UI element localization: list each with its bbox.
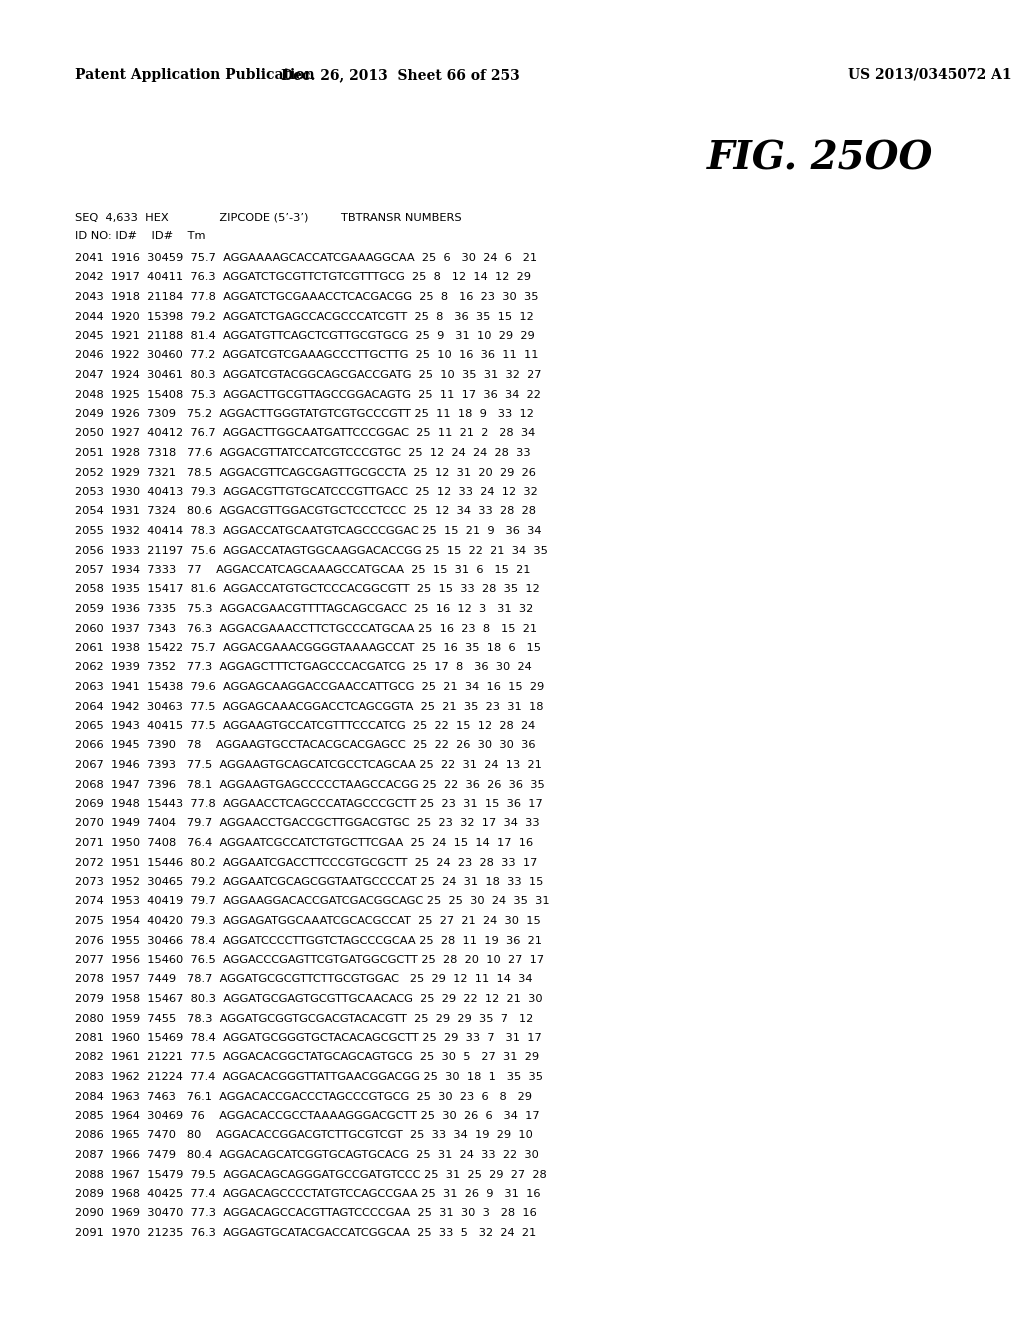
Text: 2070  1949  7404   79.7  AGGAACCTGACCGCTTGGACGTGC  25  23  32  17  34  33: 2070 1949 7404 79.7 AGGAACCTGACCGCTTGGAC… (75, 818, 540, 829)
Text: Dec. 26, 2013  Sheet 66 of 253: Dec. 26, 2013 Sheet 66 of 253 (281, 69, 519, 82)
Text: 2078  1957  7449   78.7  AGGATGCGCGTTCTTGCGTGGAC   25  29  12  11  14  34: 2078 1957 7449 78.7 AGGATGCGCGTTCTTGCGTG… (75, 974, 532, 985)
Text: 2082  1961  21221  77.5  AGGACACGGCTATGCAGCAGTGCG  25  30  5   27  31  29: 2082 1961 21221 77.5 AGGACACGGCTATGCAGCA… (75, 1052, 539, 1063)
Text: 2083  1962  21224  77.4  AGGACACGGGTTATTGAACGGACGG 25  30  18  1   35  35: 2083 1962 21224 77.4 AGGACACGGGTTATTGAAC… (75, 1072, 543, 1082)
Text: 2043  1918  21184  77.8  AGGATCTGCGAAACCTCACGACGG  25  8   16  23  30  35: 2043 1918 21184 77.8 AGGATCTGCGAAACCTCAC… (75, 292, 539, 302)
Text: 2060  1937  7343   76.3  AGGACGAAACCTTCTGCCCATGCAA 25  16  23  8   15  21: 2060 1937 7343 76.3 AGGACGAAACCTTCTGCCCA… (75, 623, 538, 634)
Text: Patent Application Publication: Patent Application Publication (75, 69, 314, 82)
Text: 2084  1963  7463   76.1  AGGACACCGACCCTAGCCCGTGCG  25  30  23  6   8   29: 2084 1963 7463 76.1 AGGACACCGACCCTAGCCCG… (75, 1092, 532, 1101)
Text: 2050  1927  40412  76.7  AGGACTTGGCAATGATTCCCGGAC  25  11  21  2   28  34: 2050 1927 40412 76.7 AGGACTTGGCAATGATTCC… (75, 429, 536, 438)
Text: 2059  1936  7335   75.3  AGGACGAACGTTTTAGCAGCGACC  25  16  12  3   31  32: 2059 1936 7335 75.3 AGGACGAACGTTTTAGCAGC… (75, 605, 534, 614)
Text: 2068  1947  7396   78.1  AGGAAGTGAGCCCCCTAAGCCACGG 25  22  36  26  36  35: 2068 1947 7396 78.1 AGGAAGTGAGCCCCCTAAGC… (75, 780, 545, 789)
Text: 2047  1924  30461  80.3  AGGATCGTACGGCAGCGACCGATG  25  10  35  31  32  27: 2047 1924 30461 80.3 AGGATCGTACGGCAGCGAC… (75, 370, 542, 380)
Text: 2073  1952  30465  79.2  AGGAATCGCAGCGGTAATGCCCCAT 25  24  31  18  33  15: 2073 1952 30465 79.2 AGGAATCGCAGCGGTAATG… (75, 876, 544, 887)
Text: 2042  1917  40411  76.3  AGGATCTGCGTTCTGTCGTTTGCG  25  8   12  14  12  29: 2042 1917 40411 76.3 AGGATCTGCGTTCTGTCGT… (75, 272, 531, 282)
Text: 2055  1932  40414  78.3  AGGACCATGCAATGTCAGCCCGGAC 25  15  21  9   36  34: 2055 1932 40414 78.3 AGGACCATGCAATGTCAGC… (75, 525, 542, 536)
Text: 2087  1966  7479   80.4  AGGACAGCATCGGTGCAGTGCACG  25  31  24  33  22  30: 2087 1966 7479 80.4 AGGACAGCATCGGTGCAGTG… (75, 1150, 539, 1160)
Text: 2051  1928  7318   77.6  AGGACGTTATCCATCGTCCCGTGC  25  12  24  24  28  33: 2051 1928 7318 77.6 AGGACGTTATCCATCGTCCC… (75, 447, 530, 458)
Text: 2081  1960  15469  78.4  AGGATGCGGGTGCTACACAGCGCTT 25  29  33  7   31  17: 2081 1960 15469 78.4 AGGATGCGGGTGCTACACA… (75, 1034, 542, 1043)
Text: 2071  1950  7408   76.4  AGGAATCGCCATCTGTGCTTCGAA  25  24  15  14  17  16: 2071 1950 7408 76.4 AGGAATCGCCATCTGTGCTT… (75, 838, 534, 847)
Text: 2090  1969  30470  77.3  AGGACAGCCACGTTAGTCCCCGAA  25  31  30  3   28  16: 2090 1969 30470 77.3 AGGACAGCCACGTTAGTCC… (75, 1209, 537, 1218)
Text: SEQ  4,633  HEX              ZIPCODE (5’-3’)         TBTRANSR NUMBERS: SEQ 4,633 HEX ZIPCODE (5’-3’) TBTRANSR N… (75, 213, 462, 223)
Text: 2085  1964  30469  76    AGGACACCGCCTAAAAGGGACGCTT 25  30  26  6   34  17: 2085 1964 30469 76 AGGACACCGCCTAAAAGGGAC… (75, 1111, 540, 1121)
Text: 2046  1922  30460  77.2  AGGATCGTCGAAAGCCCTTGCTTG  25  10  16  36  11  11: 2046 1922 30460 77.2 AGGATCGTCGAAAGCCCTT… (75, 351, 539, 360)
Text: US 2013/0345072 A1: US 2013/0345072 A1 (848, 69, 1012, 82)
Text: 2076  1955  30466  78.4  AGGATCCCCTTGGTCTAGCCCGCAA 25  28  11  19  36  21: 2076 1955 30466 78.4 AGGATCCCCTTGGTCTAGC… (75, 936, 542, 945)
Text: 2091  1970  21235  76.3  AGGAGTGCATACGACCATCGGCAA  25  33  5   32  24  21: 2091 1970 21235 76.3 AGGAGTGCATACGACCATC… (75, 1228, 537, 1238)
Text: 2086  1965  7470   80    AGGACACCGGACGTCTTGCGTCGT  25  33  34  19  29  10: 2086 1965 7470 80 AGGACACCGGACGTCTTGCGTC… (75, 1130, 532, 1140)
Text: 2064  1942  30463  77.5  AGGAGCAAACGGACCTCAGCGGTA  25  21  35  23  31  18: 2064 1942 30463 77.5 AGGAGCAAACGGACCTCAG… (75, 701, 544, 711)
Text: 2062  1939  7352   77.3  AGGAGCTTTCTGAGCCCACGATCG  25  17  8   36  30  24: 2062 1939 7352 77.3 AGGAGCTTTCTGAGCCCACG… (75, 663, 531, 672)
Text: 2044  1920  15398  79.2  AGGATCTGAGCCACGCCCATCGTT  25  8   36  35  15  12: 2044 1920 15398 79.2 AGGATCTGAGCCACGCCCA… (75, 312, 534, 322)
Text: 2061  1938  15422  75.7  AGGACGAAACGGGGTAAAAGCCAT  25  16  35  18  6   15: 2061 1938 15422 75.7 AGGACGAAACGGGGTAAAA… (75, 643, 541, 653)
Text: 2054  1931  7324   80.6  AGGACGTTGGACGTGCTCCCTCCC  25  12  34  33  28  28: 2054 1931 7324 80.6 AGGACGTTGGACGTGCTCCC… (75, 507, 536, 516)
Text: 2077  1956  15460  76.5  AGGACCCGAGTTCGTGATGGCGCTT 25  28  20  10  27  17: 2077 1956 15460 76.5 AGGACCCGAGTTCGTGATG… (75, 954, 544, 965)
Text: 2049  1926  7309   75.2  AGGACTTGGGTATGTCGTGCCCGTT 25  11  18  9   33  12: 2049 1926 7309 75.2 AGGACTTGGGTATGTCGTGC… (75, 409, 534, 418)
Text: ID NO: ID#    ID#    Tm: ID NO: ID# ID# Tm (75, 231, 206, 242)
Text: 2088  1967  15479  79.5  AGGACAGCAGGGATGCCGATGTCCC 25  31  25  29  27  28: 2088 1967 15479 79.5 AGGACAGCAGGGATGCCGA… (75, 1170, 547, 1180)
Text: 2057  1934  7333   77    AGGACCATCAGCAAAGCCATGCAA  25  15  31  6   15  21: 2057 1934 7333 77 AGGACCATCAGCAAAGCCATGC… (75, 565, 530, 576)
Text: 2045  1921  21188  81.4  AGGATGTTCAGCTCGTTGCGTGCG  25  9   31  10  29  29: 2045 1921 21188 81.4 AGGATGTTCAGCTCGTTGC… (75, 331, 535, 341)
Text: 2063  1941  15438  79.6  AGGAGCAAGGACCGAACCATTGCG  25  21  34  16  15  29: 2063 1941 15438 79.6 AGGAGCAAGGACCGAACCA… (75, 682, 544, 692)
Text: 2079  1958  15467  80.3  AGGATGCGAGTGCGTTGCAACACG  25  29  22  12  21  30: 2079 1958 15467 80.3 AGGATGCGAGTGCGTTGCA… (75, 994, 543, 1005)
Text: 2080  1959  7455   78.3  AGGATGCGGTGCGACGTACACGTT  25  29  29  35  7   12: 2080 1959 7455 78.3 AGGATGCGGTGCGACGTACA… (75, 1014, 534, 1023)
Text: 2056  1933  21197  75.6  AGGACCATAGTGGCAAGGACACCGG 25  15  22  21  34  35: 2056 1933 21197 75.6 AGGACCATAGTGGCAAGGA… (75, 545, 548, 556)
Text: 2074  1953  40419  79.7  AGGAAGGACACCGATCGACGGCAGC 25  25  30  24  35  31: 2074 1953 40419 79.7 AGGAAGGACACCGATCGAC… (75, 896, 550, 907)
Text: 2089  1968  40425  77.4  AGGACAGCCCCTATGTCCAGCCGAA 25  31  26  9   31  16: 2089 1968 40425 77.4 AGGACAGCCCCTATGTCCA… (75, 1189, 541, 1199)
Text: 2069  1948  15443  77.8  AGGAACCTCAGCCCATAGCCCGCTT 25  23  31  15  36  17: 2069 1948 15443 77.8 AGGAACCTCAGCCCATAGC… (75, 799, 543, 809)
Text: 2041  1916  30459  75.7  AGGAAAAGCACCATCGAAAGGCAA  25  6   30  24  6   21: 2041 1916 30459 75.7 AGGAAAAGCACCATCGAAA… (75, 253, 538, 263)
Text: FIG. 25OO: FIG. 25OO (707, 139, 933, 177)
Text: 2052  1929  7321   78.5  AGGACGTTCAGCGAGTTGCGCCTA  25  12  31  20  29  26: 2052 1929 7321 78.5 AGGACGTTCAGCGAGTTGCG… (75, 467, 536, 478)
Text: 2048  1925  15408  75.3  AGGACTTGCGTTAGCCGGACAGTG  25  11  17  36  34  22: 2048 1925 15408 75.3 AGGACTTGCGTTAGCCGGA… (75, 389, 541, 400)
Text: 2075  1954  40420  79.3  AGGAGATGGCAAATCGCACGCCAT  25  27  21  24  30  15: 2075 1954 40420 79.3 AGGAGATGGCAAATCGCAC… (75, 916, 541, 927)
Text: 2066  1945  7390   78    AGGAAGTGCCTACACGCACGAGCC  25  22  26  30  30  36: 2066 1945 7390 78 AGGAAGTGCCTACACGCACGAG… (75, 741, 536, 751)
Text: 2053  1930  40413  79.3  AGGACGTTGTGCATCCCGTTGACC  25  12  33  24  12  32: 2053 1930 40413 79.3 AGGACGTTGTGCATCCCGT… (75, 487, 538, 498)
Text: 2067  1946  7393   77.5  AGGAAGTGCAGCATCGCCTCAGCAA 25  22  31  24  13  21: 2067 1946 7393 77.5 AGGAAGTGCAGCATCGCCTC… (75, 760, 542, 770)
Text: 2072  1951  15446  80.2  AGGAATCGACCTTCCCGTGCGCTT  25  24  23  28  33  17: 2072 1951 15446 80.2 AGGAATCGACCTTCCCGTG… (75, 858, 538, 867)
Text: 2065  1943  40415  77.5  AGGAAGTGCCATCGTTTCCCATCG  25  22  15  12  28  24: 2065 1943 40415 77.5 AGGAAGTGCCATCGTTTCC… (75, 721, 536, 731)
Text: 2058  1935  15417  81.6  AGGACCATGTGCTCCCACGGCGTT  25  15  33  28  35  12: 2058 1935 15417 81.6 AGGACCATGTGCTCCCACG… (75, 585, 540, 594)
